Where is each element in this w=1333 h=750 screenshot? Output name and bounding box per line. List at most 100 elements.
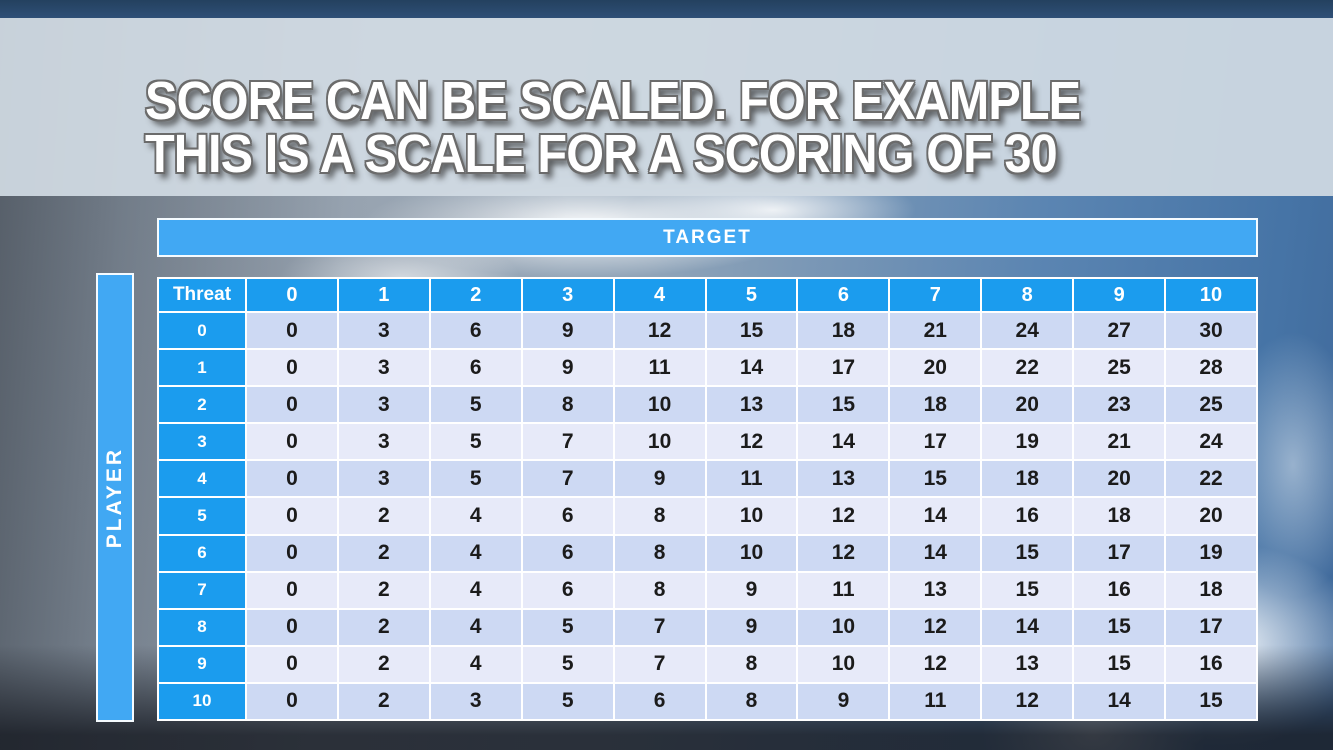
score-cell: 15	[706, 313, 797, 349]
score-cell: 0	[247, 646, 337, 682]
score-cell: 10	[614, 387, 705, 423]
threat-row-header: 4	[159, 461, 245, 497]
score-cell: 13	[890, 572, 981, 608]
score-cell: 11	[614, 350, 705, 386]
target-col-header: 2	[430, 279, 521, 311]
score-cell: 4	[430, 646, 521, 682]
score-cell: 22	[982, 350, 1073, 386]
score-cell: 18	[798, 313, 889, 349]
score-cell: 12	[706, 424, 797, 460]
score-cell: 2	[338, 535, 429, 571]
score-matrix-table: Threat 0 1 2 3 4 5 6 7 8 9 10 0 0 3 6 9 12 15 18 21 24 27 30 1 0 3…	[157, 277, 1258, 722]
score-cell: 21	[1074, 424, 1165, 460]
score-cell: 2	[338, 498, 429, 534]
score-cell: 12	[798, 498, 889, 534]
score-cell: 12	[890, 609, 981, 645]
score-cell: 0	[247, 387, 337, 423]
score-cell: 19	[1166, 535, 1256, 571]
score-cell: 0	[247, 313, 337, 349]
score-cell: 3	[430, 683, 521, 720]
score-cell: 25	[1074, 350, 1165, 386]
threat-row-header: 10	[159, 683, 245, 720]
target-col-header: 7	[890, 279, 981, 311]
score-cell: 10	[614, 424, 705, 460]
score-cell: 3	[338, 461, 429, 497]
slide-title-line1: SCORE CAN BE SCALED. FOR EXAMPLE	[145, 71, 1081, 131]
score-cell: 13	[798, 461, 889, 497]
score-cell: 3	[338, 387, 429, 423]
score-cell: 5	[522, 609, 613, 645]
score-cell: 10	[798, 646, 889, 682]
score-cell: 0	[247, 572, 337, 608]
score-cell: 15	[982, 535, 1073, 571]
score-cell: 17	[890, 424, 981, 460]
score-cell: 8	[614, 498, 705, 534]
score-cell: 8	[522, 387, 613, 423]
score-cell: 30	[1166, 313, 1256, 349]
top-sky-strip	[0, 0, 1333, 18]
score-cell: 24	[982, 313, 1073, 349]
target-col-header: 0	[247, 279, 337, 311]
score-cell: 15	[1074, 646, 1165, 682]
score-cell: 15	[982, 572, 1073, 608]
score-matrix-grid: Threat 0 1 2 3 4 5 6 7 8 9 10 0 0 3 6 9 12 15 18 21 24 27 30 1 0 3…	[159, 279, 1256, 720]
target-col-header: 9	[1074, 279, 1165, 311]
score-cell: 6	[522, 535, 613, 571]
threat-row-header: 1	[159, 350, 245, 386]
corner-header-cell: Threat	[159, 279, 245, 311]
score-cell: 16	[1166, 646, 1256, 682]
score-cell: 4	[430, 609, 521, 645]
score-cell: 6	[522, 572, 613, 608]
score-cell: 3	[338, 350, 429, 386]
score-cell: 12	[890, 646, 981, 682]
score-cell: 14	[890, 535, 981, 571]
score-cell: 23	[1074, 387, 1165, 423]
score-cell: 9	[522, 313, 613, 349]
score-cell: 20	[1074, 461, 1165, 497]
target-col-header: 6	[798, 279, 889, 311]
score-cell: 0	[247, 609, 337, 645]
title-band: SCORE CAN BE SCALED. FOR EXAMPLE THIS IS…	[0, 18, 1333, 196]
score-cell: 15	[1074, 609, 1165, 645]
score-cell: 16	[1074, 572, 1165, 608]
score-cell: 25	[1166, 387, 1256, 423]
threat-row-header: 0	[159, 313, 245, 349]
score-cell: 8	[706, 683, 797, 720]
score-cell: 17	[1074, 535, 1165, 571]
threat-row-header: 8	[159, 609, 245, 645]
score-cell: 7	[522, 424, 613, 460]
threat-row-header: 7	[159, 572, 245, 608]
score-cell: 14	[890, 498, 981, 534]
score-cell: 4	[430, 535, 521, 571]
score-cell: 5	[522, 683, 613, 720]
score-cell: 7	[522, 461, 613, 497]
score-cell: 15	[890, 461, 981, 497]
score-cell: 9	[522, 350, 613, 386]
score-cell: 12	[798, 535, 889, 571]
score-cell: 17	[1166, 609, 1256, 645]
score-cell: 10	[706, 535, 797, 571]
score-cell: 8	[614, 535, 705, 571]
target-col-header: 8	[982, 279, 1073, 311]
score-cell: 7	[614, 609, 705, 645]
score-cell: 13	[982, 646, 1073, 682]
score-cell: 17	[798, 350, 889, 386]
score-cell: 5	[430, 387, 521, 423]
score-cell: 8	[614, 572, 705, 608]
target-axis-label: TARGET	[663, 226, 752, 248]
score-cell: 0	[247, 461, 337, 497]
score-cell: 0	[247, 535, 337, 571]
player-axis-label: PLAYER	[103, 446, 126, 549]
score-cell: 20	[890, 350, 981, 386]
threat-row-header: 5	[159, 498, 245, 534]
player-axis-bar: PLAYER	[96, 273, 134, 722]
score-cell: 3	[338, 424, 429, 460]
score-cell: 9	[798, 683, 889, 720]
score-cell: 27	[1074, 313, 1165, 349]
score-cell: 10	[706, 498, 797, 534]
score-cell: 5	[522, 646, 613, 682]
score-cell: 7	[614, 646, 705, 682]
score-cell: 2	[338, 683, 429, 720]
score-cell: 8	[706, 646, 797, 682]
score-cell: 18	[982, 461, 1073, 497]
